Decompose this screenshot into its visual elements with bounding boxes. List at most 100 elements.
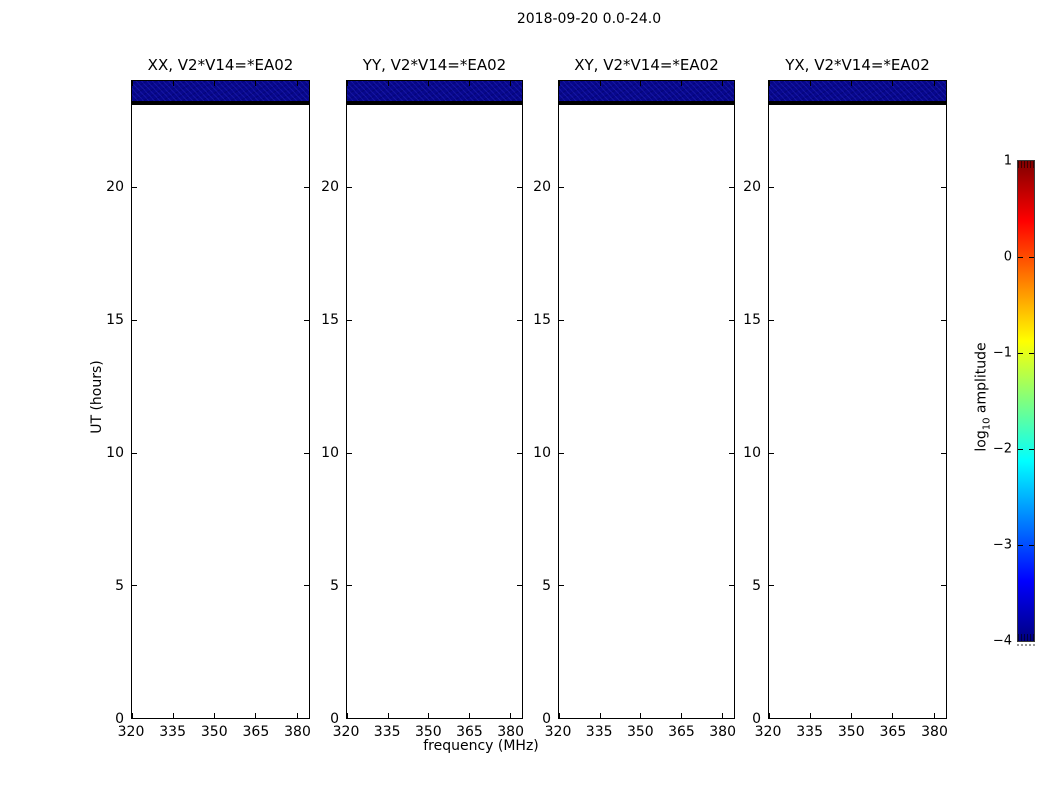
y-tick-label: 5 <box>752 577 761 594</box>
y-tick-label: 0 <box>752 711 761 727</box>
x-tick-label: 380 <box>709 724 737 740</box>
y-tick-mark <box>517 452 522 454</box>
panel-title-yy: YY, V2*V14=*EA02 <box>362 56 507 74</box>
data-separator <box>769 101 946 105</box>
colorbar-underflow-dots <box>1017 644 1035 646</box>
y-tick-mark <box>517 585 522 587</box>
plot-area-xx <box>131 80 310 719</box>
colorbar-tick-label: −4 <box>992 633 1012 649</box>
panel-yx: YX, V2*V14=*EA02 320 335 350 365 380 0 5 10 15 20 <box>743 56 948 740</box>
x-tick-mark <box>851 713 853 718</box>
x-tick-label: 320 <box>544 724 572 740</box>
x-tick-mark <box>721 81 723 86</box>
data-band <box>347 81 522 101</box>
panel-xx: XX, V2*V14=*EA02 320 335 350 365 380 0 5 10 15 20 <box>106 56 311 740</box>
y-tick-label: 10 <box>533 444 551 461</box>
x-tick-mark <box>599 713 601 718</box>
data-band <box>559 81 734 101</box>
y-tick-label: 5 <box>115 577 124 594</box>
colorbar-tick-label: −3 <box>992 537 1012 553</box>
x-tick-mark <box>347 81 348 86</box>
colorbar-tick-mark <box>1029 449 1034 450</box>
y-tick-mark <box>517 187 522 189</box>
x-tick-mark <box>509 81 511 86</box>
y-tick-mark <box>559 319 564 321</box>
colorbar-tick-mark <box>1018 545 1023 546</box>
x-axis-label: frequency (MHz) <box>423 738 539 754</box>
x-tick-mark <box>296 81 298 86</box>
colorbar-label-prefix: log <box>973 430 990 452</box>
y-tick-label: 10 <box>321 444 339 461</box>
y-tick-mark <box>347 585 352 587</box>
x-tick-label: 380 <box>284 724 311 740</box>
x-tick-mark <box>255 81 257 86</box>
colorbar-tick-mark <box>1029 353 1034 354</box>
colorbar-label-suffix: amplitude <box>973 342 990 418</box>
y-tick-label: 20 <box>533 178 551 195</box>
x-tick-mark <box>347 713 348 718</box>
x-tick-mark <box>681 81 683 86</box>
x-tick-label: 365 <box>242 724 270 740</box>
x-tick-mark <box>173 713 175 718</box>
x-tick-mark <box>255 713 257 718</box>
y-tick-mark <box>347 452 352 454</box>
colorbar-tick-label: 1 <box>1003 153 1012 169</box>
colorbar-tick-label: −2 <box>992 441 1012 457</box>
colorbar-comb <box>1018 161 1034 168</box>
y-tick-mark <box>304 187 309 189</box>
data-band <box>132 81 309 101</box>
x-tick-mark <box>214 713 216 718</box>
colorbar-tick-mark <box>1018 257 1023 258</box>
panel-title-yx: YX, V2*V14=*EA02 <box>785 56 930 74</box>
x-tick-mark <box>640 81 642 86</box>
x-tick-mark <box>810 713 812 718</box>
y-tick-mark <box>304 585 309 587</box>
y-tick-mark <box>729 187 734 189</box>
y-tick-label: 20 <box>106 178 124 195</box>
y-tick-mark <box>729 452 734 454</box>
y-tick-mark <box>941 319 946 321</box>
x-tick-mark <box>132 713 133 718</box>
data-separator <box>559 101 734 105</box>
y-tick-label: 15 <box>321 311 339 328</box>
y-tick-mark <box>941 187 946 189</box>
y-tick-mark <box>559 585 564 587</box>
x-tick-mark <box>933 81 935 86</box>
y-tick-label: 15 <box>106 311 124 328</box>
colorbar-tick-mark <box>1029 257 1034 258</box>
plot-area-xy <box>558 80 735 719</box>
x-tick-label: 365 <box>456 724 483 740</box>
colorbar-label-subscript: 10 <box>981 417 993 431</box>
x-tick-label: 320 <box>117 724 145 740</box>
y-tick-label: 0 <box>330 711 339 727</box>
x-tick-mark <box>387 713 389 718</box>
y-tick-mark <box>729 718 734 719</box>
y-tick-mark <box>347 718 352 719</box>
x-tick-mark <box>810 81 812 86</box>
x-tick-label: 350 <box>414 724 442 740</box>
y-tick-mark <box>132 718 137 719</box>
y-tick-mark <box>769 718 774 719</box>
colorbar-tick-mark <box>1029 545 1034 546</box>
x-tick-label: 380 <box>497 724 525 740</box>
x-tick-mark <box>721 713 723 718</box>
y-tick-mark <box>304 718 309 719</box>
y-tick-mark <box>132 585 137 587</box>
x-tick-label: 365 <box>668 724 695 740</box>
x-tick-mark <box>428 81 430 86</box>
plot-area-yy <box>346 80 523 719</box>
x-tick-label: 350 <box>626 724 654 740</box>
x-tick-mark <box>933 713 935 718</box>
y-tick-mark <box>941 585 946 587</box>
x-tick-mark <box>851 81 853 86</box>
x-tick-mark <box>640 713 642 718</box>
y-tick-label: 5 <box>542 577 551 594</box>
x-tick-mark <box>769 81 770 86</box>
x-tick-mark <box>509 713 511 718</box>
x-tick-mark <box>296 713 298 718</box>
y-tick-mark <box>941 452 946 454</box>
colorbar-tick-mark <box>1018 449 1023 450</box>
x-tick-label: 335 <box>373 724 401 740</box>
y-tick-label: 0 <box>115 711 124 727</box>
